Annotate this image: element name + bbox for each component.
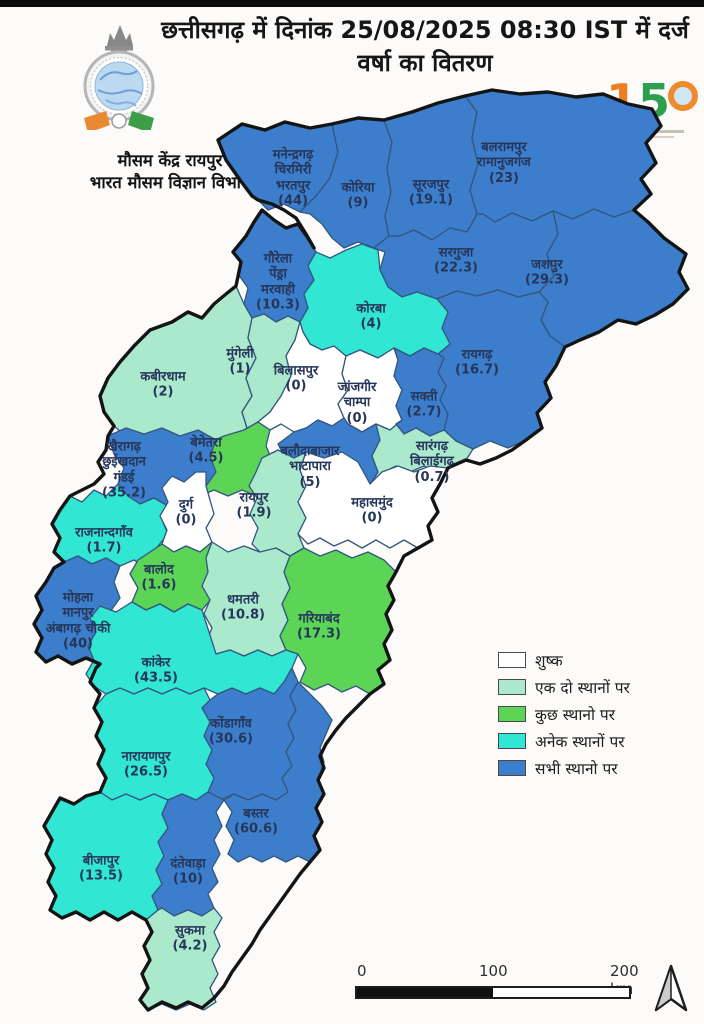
logo-zero-globe-icon <box>668 81 699 111</box>
legend-row: शुष्क <box>498 649 630 671</box>
scale-tick-100: 100 <box>479 962 508 980</box>
scale-bar-track <box>355 986 631 999</box>
legend-row: अनेक स्थानों पर <box>498 730 630 752</box>
legend-label: कुछ स्थानो पर <box>535 706 616 724</box>
state-outline <box>32 88 690 1012</box>
legend-swatch-all <box>498 760 526 776</box>
legend-swatch-few <box>498 706 526 722</box>
district-shape <box>393 347 449 437</box>
scale-bar: 0 100 200 km <box>355 962 655 999</box>
district-shape <box>232 209 317 323</box>
org-name: मौसम केंद्र रायपुर भारत मौसम विज्ञान विभ… <box>46 150 294 195</box>
district-shape <box>93 687 215 801</box>
legend-swatch-dry <box>498 652 526 668</box>
district-shape <box>538 208 689 348</box>
north-arrow-icon <box>650 962 692 1020</box>
legend-label: शुष्क <box>535 652 563 670</box>
district-shape <box>159 471 215 553</box>
org-line1: मौसम केंद्र रायपुर <box>117 151 223 170</box>
district-shape <box>464 89 662 223</box>
scale-ticks: 0 100 200 km <box>355 962 655 998</box>
legend-row: सभी स्थानो पर <box>498 757 630 779</box>
legend-label: एक दो स्थानों पर <box>535 679 630 697</box>
district-shape <box>139 907 223 1011</box>
district-shape <box>151 791 225 917</box>
org-line2: भारत मौसम विज्ञान विभाग <box>89 173 251 193</box>
legend: शुष्क एक दो स्थानों पर कुछ स्थानो पर अने… <box>498 649 630 784</box>
scale-bar-fill <box>357 988 493 997</box>
imd-logo: मौसम केंद्र रायपुर भारत मौसम विज्ञान विभ… <box>62 22 250 192</box>
scale-tick-0: 0 <box>357 962 367 980</box>
district-shape <box>337 347 403 433</box>
legend-swatch-one-two <box>498 679 526 695</box>
district-shape <box>43 791 169 921</box>
district-shape <box>201 541 291 657</box>
legend-row: कुछ स्थानो पर <box>498 703 630 725</box>
page-title: छत्तीसगढ़ में दिनांक 25/08/2025 08:30 IS… <box>161 16 689 78</box>
legend-label: सभी स्थानो पर <box>535 760 618 778</box>
legend-swatch-many <box>498 733 526 749</box>
top-border-bar <box>0 0 704 7</box>
legend-row: एक दो स्थानों पर <box>498 676 630 698</box>
imd-emblem-icon <box>83 25 155 133</box>
legend-label: अनेक स्थानों पर <box>535 733 625 751</box>
district-shape <box>99 285 257 450</box>
